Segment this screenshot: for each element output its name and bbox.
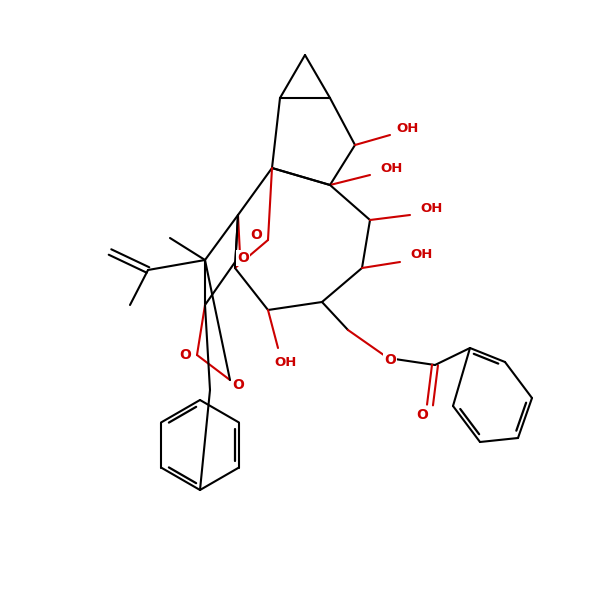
Text: O: O (237, 251, 249, 265)
Text: O: O (416, 408, 428, 422)
Text: OH: OH (275, 355, 297, 368)
Text: O: O (179, 348, 191, 362)
Text: O: O (232, 378, 244, 392)
Text: OH: OH (397, 121, 419, 134)
Text: OH: OH (411, 248, 433, 262)
Text: OH: OH (421, 202, 443, 214)
Text: O: O (384, 353, 396, 367)
Text: O: O (250, 228, 262, 242)
Text: OH: OH (381, 161, 403, 175)
